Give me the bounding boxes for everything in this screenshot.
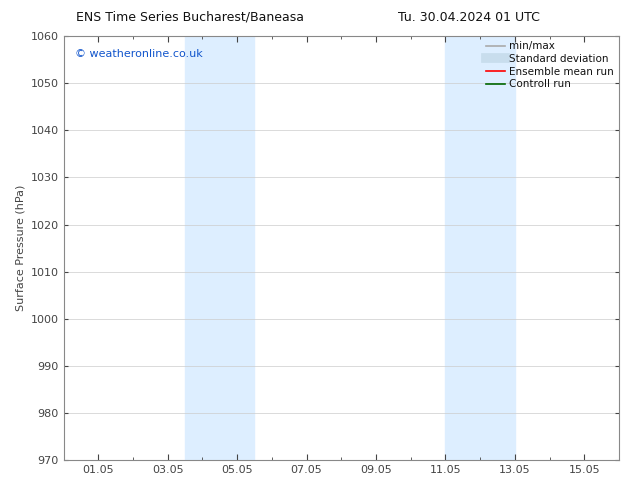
- Y-axis label: Surface Pressure (hPa): Surface Pressure (hPa): [15, 185, 25, 311]
- Text: © weatheronline.co.uk: © weatheronline.co.uk: [75, 49, 202, 59]
- Legend: min/max, Standard deviation, Ensemble mean run, Controll run: min/max, Standard deviation, Ensemble me…: [484, 39, 616, 91]
- Bar: [185, 36, 254, 460]
- Bar: [446, 36, 515, 460]
- Text: Tu. 30.04.2024 01 UTC: Tu. 30.04.2024 01 UTC: [398, 11, 540, 24]
- Text: ENS Time Series Bucharest/Baneasa: ENS Time Series Bucharest/Baneasa: [76, 11, 304, 24]
